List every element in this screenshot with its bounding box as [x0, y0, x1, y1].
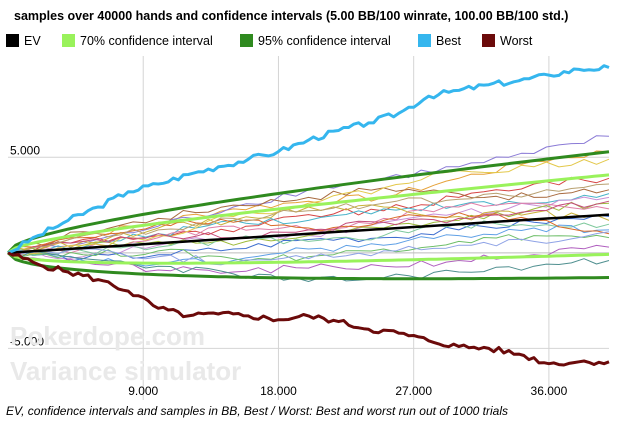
sample-run-line — [7, 231, 610, 266]
sample-run-line — [7, 200, 610, 255]
ci95-upper-line — [6, 150, 610, 254]
ci70-upper-line — [7, 173, 610, 255]
x-tick-label: 9.000 — [128, 384, 158, 398]
legend-swatch-ev — [6, 34, 19, 47]
watermark-line-1: Pokerdope.com — [10, 321, 205, 351]
legend-label-ev: EV — [24, 34, 41, 48]
legend-label-ci70: 70% confidence interval — [80, 34, 213, 48]
sample-run-line — [7, 183, 610, 254]
sample-run-line — [7, 214, 610, 262]
legend-swatch-ci95 — [240, 34, 253, 47]
sample-run-line — [7, 234, 610, 262]
y-tick-label: 5.000 — [10, 143, 40, 157]
sample-run-line — [7, 250, 610, 282]
legend-swatch-ci70 — [62, 34, 75, 47]
y-tick-label: -5.000 — [10, 334, 44, 348]
legend-label-worst: Worst — [500, 34, 533, 48]
best-run-line — [7, 64, 610, 255]
worst-run-line — [7, 251, 610, 367]
chart-title: samples over 40000 hands and confidence … — [14, 9, 568, 23]
plot-area: 9.000 18.000 27.000 36.000 5.000 -5.000 — [6, 56, 610, 400]
legend-label-ci95: 95% confidence interval — [258, 34, 391, 48]
sample-run-line — [7, 224, 610, 267]
x-tick-label: 27.000 — [395, 384, 432, 398]
legend: EV 70% confidence interval 95% confidenc… — [6, 34, 533, 48]
legend-label-best: Best — [436, 34, 462, 48]
watermark-line-2: Variance simulator — [10, 356, 241, 386]
sample-run-line — [7, 193, 610, 255]
legend-swatch-best — [418, 34, 431, 47]
sample-run-line — [7, 187, 610, 254]
ci95-lower-line — [7, 251, 610, 281]
x-tick-label: 36.000 — [531, 384, 568, 398]
legend-swatch-worst — [482, 34, 495, 47]
chart-caption: EV, confidence intervals and samples in … — [6, 404, 509, 418]
x-tick-label: 18.000 — [260, 384, 297, 398]
ev-line — [7, 213, 610, 255]
ci70-lower-line — [7, 251, 610, 265]
